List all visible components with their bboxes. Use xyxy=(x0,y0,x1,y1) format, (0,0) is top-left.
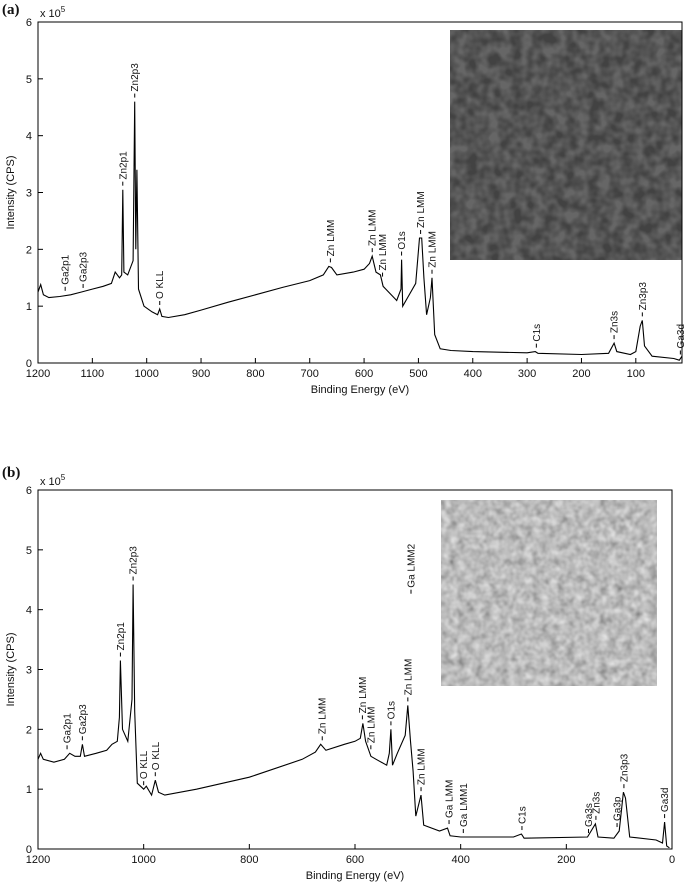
x-tick-label: 1200 xyxy=(26,854,50,866)
y-tick-label: 4 xyxy=(26,131,32,143)
sem-texture xyxy=(441,500,657,686)
peak-annotation: Ga3d xyxy=(676,324,685,348)
x-tick-label: 800 xyxy=(246,368,264,380)
y-tick-label: 4 xyxy=(26,605,32,617)
peak-annotation: Ga2p1 xyxy=(63,713,74,743)
x-tick-label: 700 xyxy=(301,368,319,380)
peak-annotation: Ga2p1 xyxy=(61,254,72,284)
peak-annotation: Ga2p3 xyxy=(78,704,89,734)
peak-annotation: Zn LMM xyxy=(366,707,377,744)
spectrum-line xyxy=(37,101,683,361)
panel-label: (b) xyxy=(2,465,20,481)
y-tick-label: 3 xyxy=(26,188,32,200)
y-tick-label: 5 xyxy=(26,74,32,86)
y-axis-label: Intensity (CPS) xyxy=(5,633,17,707)
peak-annotation: Ga3s xyxy=(584,803,595,827)
y-tick-label: 6 xyxy=(26,17,32,29)
x-axis-label: Binding Energy (eV) xyxy=(311,384,409,396)
x-tick-label: 0 xyxy=(669,854,675,866)
peak-annotation: Zn2p1 xyxy=(116,622,127,651)
peak-annotation: Zn2p3 xyxy=(129,546,140,575)
x-tick-label: 200 xyxy=(572,368,590,380)
x-tick-label: 600 xyxy=(355,368,373,380)
y-tick-label: 2 xyxy=(26,244,32,256)
peak-annotation: Ga3d xyxy=(660,788,671,812)
plot-frame xyxy=(37,21,683,364)
peak-annotation: Zn2p1 xyxy=(118,151,129,180)
x-tick-label: 900 xyxy=(192,368,210,380)
x-tick-label: 1000 xyxy=(131,854,155,866)
x-tick-label: 300 xyxy=(518,368,536,380)
x-tick-label: 1200 xyxy=(26,368,50,380)
y-scale-base: x 10 xyxy=(40,476,61,488)
y-scale-base: x 10 xyxy=(40,8,61,20)
x-tick-label: 1100 xyxy=(81,368,105,380)
peak-annotation: Ga LMM1 xyxy=(459,783,470,827)
peak-annotation: Ga3p xyxy=(613,796,624,821)
y-scale-exponent: 5 xyxy=(61,5,66,14)
peak-annotation: Zn LMM xyxy=(416,191,427,228)
x-tick-label: 400 xyxy=(451,854,469,866)
peak-annotation: O KLL xyxy=(139,750,150,779)
y-tick-label: 3 xyxy=(26,665,32,677)
peak-annotation: Zn LMM xyxy=(326,220,337,257)
peak-annotation: O KLL xyxy=(151,741,162,770)
peak-annotation: Zn LMM xyxy=(403,659,414,696)
peak-annotation: Ga LMM xyxy=(445,780,456,818)
peak-annotation: O1s xyxy=(397,231,408,249)
x-tick-label: 100 xyxy=(627,368,645,380)
x-tick-label: 500 xyxy=(409,368,427,380)
y-tick-label: 0 xyxy=(26,844,32,856)
peak-annotation: Zn3p3 xyxy=(638,282,649,311)
x-tick-label: 600 xyxy=(346,854,364,866)
peak-annotation: O KLL xyxy=(155,270,166,299)
peak-annotation: Zn LMM xyxy=(378,234,389,271)
peak-annotation: Zn LMM xyxy=(417,748,428,785)
peak-annotation: Zn LMM xyxy=(428,231,439,268)
peak-annotation: Zn LMM xyxy=(318,698,329,735)
x-tick-label: 200 xyxy=(557,854,575,866)
peak-annotation: C1s xyxy=(517,806,528,824)
y-tick-label: 2 xyxy=(26,724,32,736)
x-tick-label: 400 xyxy=(464,368,482,380)
y-scale-label: x 105 xyxy=(40,473,66,488)
spectrum-line xyxy=(37,584,670,849)
y-scale-exponent: 5 xyxy=(61,473,66,482)
peak-annotation: Zn2p3 xyxy=(130,63,141,92)
peak-annotation: C1s xyxy=(532,324,543,342)
peak-annotation: Zn LMM xyxy=(368,209,379,246)
peak-annotation: Zn3p3 xyxy=(619,753,630,782)
peak-annotation: Zn3s xyxy=(610,311,621,333)
y-tick-label: 5 xyxy=(26,545,32,557)
x-tick-label: 1000 xyxy=(134,368,158,380)
peak-annotation: O1s xyxy=(386,701,397,719)
y-tick-label: 1 xyxy=(26,301,32,313)
panel-label: (a) xyxy=(2,2,20,18)
x-tick-label: 800 xyxy=(240,854,258,866)
peak-annotation: Ga LMM2 xyxy=(407,543,418,587)
peak-annotation: Zn LMM xyxy=(358,677,369,714)
peak-annotation: Ga2p3 xyxy=(79,251,90,281)
peak-annotation: Zn3s xyxy=(591,792,602,814)
plot-frame xyxy=(37,489,673,850)
x-axis-label: Binding Energy (eV) xyxy=(306,870,404,882)
y-scale-label: x 105 xyxy=(40,5,66,20)
y-tick-label: 6 xyxy=(26,485,32,497)
y-tick-label: 0 xyxy=(26,358,32,370)
y-axis-label: Intensity (CPS) xyxy=(5,156,17,230)
y-tick-label: 1 xyxy=(26,784,32,796)
sem-texture xyxy=(450,30,682,260)
